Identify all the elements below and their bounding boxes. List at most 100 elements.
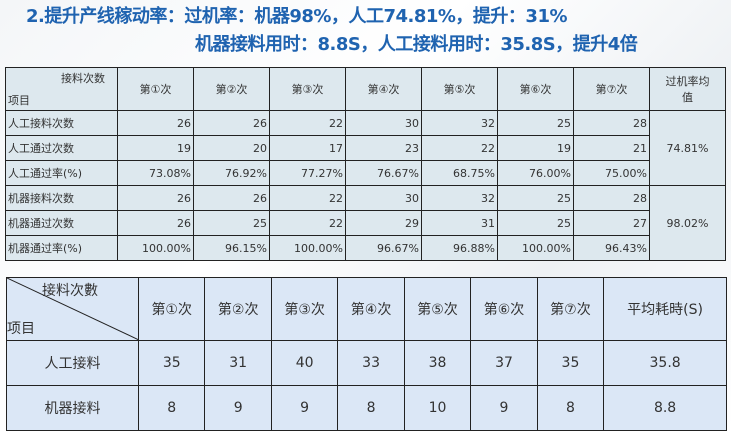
cell: 76.00% [497,160,574,186]
table-header-row: 接料次數项目 第①次 第②次 第③次 第④次 第⑤次 第⑥次 第⑦次 平均耗時(S) [6,277,727,341]
cell: 75.00% [573,160,650,186]
table-row: 机器通过率(%) 100.00% 96.15% 100.00% 96.67% 96.88%… [5,235,726,261]
cell: 30 [345,185,422,211]
corner-header: 接料次數项目 [6,277,139,341]
cell: 76.92% [193,160,270,186]
cell: 25 [193,210,270,236]
cell: 32 [421,185,498,211]
cell: 20 [193,135,270,161]
avg-pass-rate: 74.81% [649,110,726,186]
table-row: 人工接料次数 26 26 22 30 32 25 28 74.81% [5,110,726,186]
row-label: 人工通过次数 [5,135,118,161]
column-header: 第⑥次 [497,67,574,111]
table-row: 机器接料 8 9 9 8 10 9 8 8.8 [6,385,727,431]
cell: 19 [117,135,194,161]
cell: 9 [270,385,339,431]
column-header: 第②次 [193,67,270,111]
cell: 26 [117,210,194,236]
column-header: 第③次 [269,67,346,111]
cell: 37 [470,340,538,386]
feeding-time-table: 接料次數项目 第①次 第②次 第③次 第④次 第⑤次 第⑥次 第⑦次 平均耗時(S) 人工接料… [6,277,727,431]
cell: 31 [421,210,498,236]
cell: 8 [337,385,405,431]
table-row: 人工通过率(%) 73.08% 76.92% 77.27% 76.67% 68.75% 76… [5,160,726,186]
table-row: 机器接料次数 26 26 22 30 32 25 28 98.02% [5,185,726,261]
cell: 68.75% [421,160,498,186]
cell: 21 [573,135,650,161]
cell: 31 [204,340,272,386]
column-header: 第⑦次 [536,277,605,341]
cell: 38 [403,340,472,386]
column-header: 第⑥次 [470,277,538,341]
cell: 23 [345,135,422,161]
pass-rate-table: 接料次数 项目 第①次 第②次 第③次 第④次 第⑤次 第⑥次 第⑦次 过机率均值… [5,67,726,261]
avg-header: 过机率均值 [649,67,726,111]
cell: 26 [117,185,194,211]
cell: 33 [337,340,405,386]
cell: 96.88% [421,235,498,261]
row-label: 机器接料次数 [5,185,118,211]
cell: 17 [269,135,346,161]
cell: 9 [470,385,538,431]
cell: 77.27% [269,160,346,186]
cell: 28 [573,110,650,136]
cell: 28 [573,185,650,211]
column-header: 第③次 [270,277,339,341]
table-row: 人工接料 35 31 40 33 38 37 35 35.8 [6,340,727,386]
cell: 26 [193,185,270,211]
table-header-row: 接料次数 项目 第①次 第②次 第③次 第④次 第⑤次 第⑥次 第⑦次 过机率均值 [5,67,726,111]
column-header: 第①次 [117,67,194,111]
cell: 25 [497,185,574,211]
cell: 32 [421,110,498,136]
cell: 9 [204,385,272,431]
row-label: 人工接料 [6,340,139,386]
cell: 73.08% [117,160,194,186]
cell: 96.67% [345,235,422,261]
row-label: 人工接料次数 [5,110,118,136]
table-row: 机器通过次数 26 25 22 29 31 25 27 [5,210,726,236]
cell: 96.43% [573,235,650,261]
cell: 8 [137,385,206,431]
cell: 10 [403,385,472,431]
column-header: 第①次 [137,277,206,341]
cell: 8.8 [603,385,727,431]
corner-top-label: 接料次數 [42,283,98,299]
column-header: 第⑤次 [421,67,498,111]
title-line-1: 2.提升产线稼动率：过机率：机器98%，人工74.81%，提升：31% [26,6,568,27]
row-label: 机器通过次数 [5,210,118,236]
cell: 27 [573,210,650,236]
cell: 35 [536,340,605,386]
cell: 22 [269,185,346,211]
cell: 35 [137,340,206,386]
cell: 22 [269,210,346,236]
column-header: 第④次 [345,67,422,111]
corner-bottom-label: 项目 [7,321,35,337]
row-label: 人工通过率(%) [5,160,118,186]
cell: 35.8 [603,340,727,386]
row-label: 机器通过率(%) [5,235,118,261]
cell: 25 [497,210,574,236]
column-header: 第②次 [204,277,272,341]
cell: 26 [117,110,194,136]
cell: 22 [269,110,346,136]
avg-pass-rate: 98.02% [649,185,726,261]
table-row: 人工通过次数 19 20 17 23 22 19 21 [5,135,726,161]
cell: 40 [270,340,339,386]
corner-header: 接料次数 项目 [5,67,118,111]
cell: 29 [345,210,422,236]
cell: 25 [497,110,574,136]
cell: 19 [497,135,574,161]
cell: 100.00% [497,235,574,261]
column-header: 平均耗時(S) [603,277,727,341]
cell: 96.15% [193,235,270,261]
column-header: 第⑤次 [403,277,472,341]
cell: 100.00% [269,235,346,261]
cell: 22 [421,135,498,161]
cell: 76.67% [345,160,422,186]
column-header: 第⑦次 [573,67,650,111]
cell: 30 [345,110,422,136]
column-header: 第④次 [337,277,405,341]
corner-bottom-label: 项目 [8,94,30,107]
cell: 26 [193,110,270,136]
row-label: 机器接料 [6,385,139,431]
